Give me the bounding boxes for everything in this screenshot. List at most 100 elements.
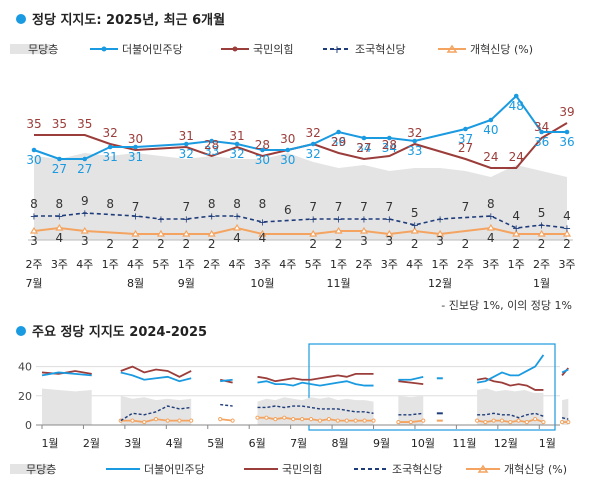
overview-area-none bbox=[398, 395, 424, 425]
data-label-ppp: 28 bbox=[382, 138, 397, 152]
overview-line bbox=[476, 354, 545, 384]
point-dem bbox=[183, 141, 189, 147]
data-label-ppp: 34 bbox=[534, 120, 549, 134]
point-dem bbox=[57, 156, 62, 162]
point-rebuild: + bbox=[233, 212, 241, 223]
point-rebuild: + bbox=[81, 209, 89, 220]
overview-marker bbox=[142, 419, 147, 425]
month-label: 6월 bbox=[249, 437, 266, 450]
data-label-dem: 32 bbox=[179, 147, 194, 161]
data-label-dem: 33 bbox=[407, 144, 422, 158]
overview-line bbox=[220, 378, 233, 383]
data-label-dem: 32 bbox=[229, 147, 244, 161]
data-label-dem: 37 bbox=[458, 132, 473, 146]
data-label-reform: 2 bbox=[335, 237, 343, 251]
y-tick-label: 0 bbox=[25, 419, 32, 432]
point-dem bbox=[463, 126, 468, 132]
title-bullet-icon bbox=[16, 14, 26, 24]
point-dem bbox=[488, 117, 494, 123]
overview-marker bbox=[273, 417, 278, 422]
overview-marker bbox=[408, 419, 413, 425]
point-rebuild: + bbox=[182, 215, 190, 226]
month-label: 7월 bbox=[25, 277, 42, 290]
overview-line bbox=[120, 371, 192, 383]
month-label: 10월 bbox=[411, 437, 435, 450]
point-reform bbox=[131, 229, 140, 237]
overview-marker bbox=[189, 418, 194, 423]
data-label-reform: 3 bbox=[360, 234, 368, 248]
data-label-ppp: 27 bbox=[356, 141, 371, 155]
overview-marker bbox=[230, 418, 235, 423]
legend-label: 더불어민주당 bbox=[122, 43, 183, 56]
data-label-dem: 31 bbox=[103, 150, 118, 164]
point-rebuild: + bbox=[563, 224, 571, 235]
point-reform bbox=[385, 229, 394, 237]
point-dem bbox=[133, 144, 138, 150]
month-label: 12월 bbox=[494, 437, 518, 450]
overview-line bbox=[477, 412, 544, 419]
data-label-dem: 30 bbox=[255, 153, 270, 167]
x-tick-label: 3주 bbox=[254, 258, 271, 271]
point-dem bbox=[310, 141, 316, 147]
legend-label: 무당층 bbox=[26, 463, 56, 476]
x-tick-label: 2주 bbox=[533, 258, 550, 271]
data-label-dem: 34 bbox=[382, 141, 397, 155]
point-reform bbox=[486, 223, 495, 231]
point-rebuild: + bbox=[30, 212, 38, 223]
point-dem bbox=[412, 138, 418, 144]
data-label-rebuild: 8 bbox=[56, 197, 64, 211]
data-label-reform: 2 bbox=[309, 237, 317, 251]
data-label-ppp: 35 bbox=[77, 117, 92, 131]
point-rebuild: + bbox=[436, 215, 444, 226]
point-rebuild: + bbox=[157, 215, 165, 226]
data-label-ppp: 31 bbox=[229, 129, 244, 143]
legend-label: 개혁신당 (%) bbox=[504, 463, 567, 476]
data-label-rebuild: 8 bbox=[30, 197, 38, 211]
month-label: 7월 bbox=[290, 437, 307, 450]
x-tick-label: 5주 bbox=[152, 258, 169, 271]
month-label: 11월 bbox=[452, 437, 476, 450]
data-label-rebuild: 7 bbox=[360, 200, 368, 214]
legend-label: 더불어민주당 bbox=[144, 463, 205, 476]
chart2-title: 주요 정당 지지도 2024-2025 bbox=[32, 324, 207, 340]
x-tick-label: 1주 bbox=[102, 258, 119, 271]
month-label: 5월 bbox=[207, 437, 224, 450]
data-label-rebuild: 8 bbox=[208, 197, 216, 211]
overview-marker bbox=[282, 415, 287, 420]
data-label-rebuild: 7 bbox=[182, 200, 190, 214]
legend-marker bbox=[477, 464, 489, 473]
data-label-ppp: 32 bbox=[306, 126, 321, 140]
data-label-rebuild: 8 bbox=[259, 197, 267, 211]
data-label-dem: 34 bbox=[356, 141, 371, 155]
data-label-reform: 2 bbox=[462, 237, 470, 251]
data-label-reform: 2 bbox=[132, 237, 140, 251]
month-label: 11월 bbox=[327, 277, 351, 290]
x-tick-label: 5주 bbox=[305, 258, 322, 271]
chart1-title: 정당 지지도: 2025년, 최근 6개월 bbox=[32, 12, 225, 28]
data-label-dem: 27 bbox=[77, 162, 92, 176]
point-reform bbox=[55, 223, 64, 231]
month-label: 9월 bbox=[373, 437, 390, 450]
data-label-reform: 2 bbox=[538, 237, 546, 251]
x-tick-label: 1주 bbox=[508, 258, 525, 271]
overview-line bbox=[220, 403, 233, 407]
data-label-rebuild: 4 bbox=[563, 209, 571, 223]
legend-label: 개혁신당 (%) bbox=[470, 43, 533, 56]
point-dem bbox=[31, 147, 37, 153]
data-label-reform: 3 bbox=[30, 234, 38, 248]
month-label: 8월 bbox=[127, 277, 144, 290]
data-label-dem: 36 bbox=[331, 135, 346, 149]
overview-line bbox=[398, 375, 424, 381]
overview-marker bbox=[483, 419, 488, 425]
point-rebuild: + bbox=[334, 215, 342, 226]
data-label-ppp: 29 bbox=[331, 135, 346, 149]
data-label-dem: 36 bbox=[534, 135, 549, 149]
x-tick-label: 2주 bbox=[203, 258, 220, 271]
data-label-ppp: 24 bbox=[509, 150, 524, 164]
point-reform bbox=[309, 229, 318, 237]
data-label-ppp: 30 bbox=[280, 132, 295, 146]
point-reform bbox=[410, 226, 419, 234]
point-dem bbox=[336, 129, 341, 135]
legend-swatch-none bbox=[10, 44, 50, 54]
